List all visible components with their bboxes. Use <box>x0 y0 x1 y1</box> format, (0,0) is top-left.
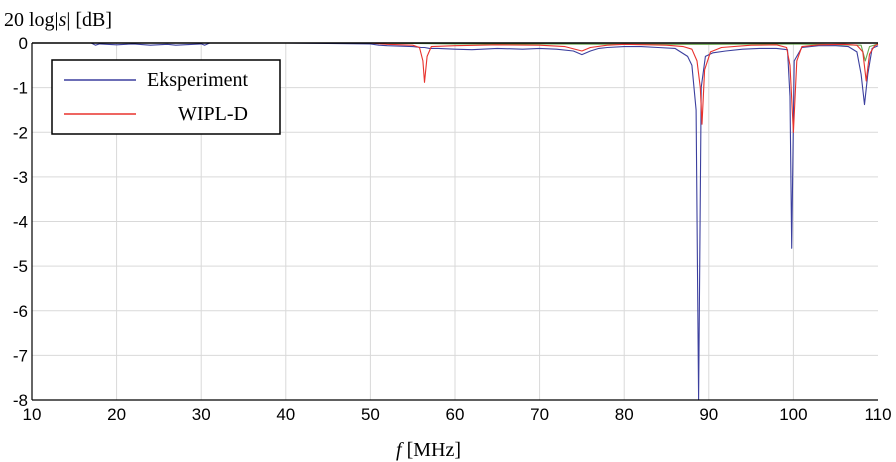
y-axis-title-part-1: 20 log| <box>4 9 59 31</box>
x-tick-label: 30 <box>192 405 211 424</box>
series-line-wipl-d <box>32 42 879 133</box>
y-tick-label: -4 <box>13 213 28 232</box>
y-tick-label: -1 <box>13 79 28 98</box>
x-axis-title: f [MHz] <box>396 439 461 461</box>
x-axis-title-part-1: f <box>396 439 404 461</box>
legend-label-wipl-d: WIPL-D <box>178 103 248 125</box>
x-tick-label: 20 <box>107 405 126 424</box>
series-line-eksperiment <box>32 42 879 401</box>
y-tick-label: -8 <box>13 391 28 410</box>
y-tick-label: -5 <box>13 257 28 276</box>
x-tick-label: 80 <box>615 405 634 424</box>
x-tick-label: 50 <box>361 405 380 424</box>
legend-box <box>51 59 281 135</box>
y-tick-label: -3 <box>13 168 28 187</box>
x-tick-label: 100 <box>779 405 807 424</box>
x-tick-label: 90 <box>699 405 718 424</box>
legend: Eksperiment WIPL-D <box>51 59 281 135</box>
tick-labels: 10 20 30 40 50 60 70 80 90 100 110 0 -1 -2 -3 -4 -5 -6 -7 -… <box>13 34 892 424</box>
x-tick-label: 10 <box>23 405 42 424</box>
y-tick-label: -2 <box>13 123 28 142</box>
y-tick-label: -7 <box>13 346 28 365</box>
plot-frame <box>31 42 878 401</box>
y-tick-label: -6 <box>13 302 28 321</box>
x-tick-label: 40 <box>276 405 295 424</box>
x-axis-title-part-2: [MHz] <box>402 439 461 461</box>
x-tick-label: 70 <box>530 405 549 424</box>
y-axis-title: 20 log|s| [dB] <box>4 9 112 31</box>
x-tick-label: 60 <box>446 405 465 424</box>
y-axis-title-part-2: s <box>59 9 67 31</box>
legend-label-eksperiment: Eksperiment <box>147 69 249 91</box>
x-tick-label: 110 <box>864 405 891 424</box>
y-tick-label: 0 <box>19 34 28 53</box>
y-axis-title-part-3: | [dB] <box>66 9 112 31</box>
